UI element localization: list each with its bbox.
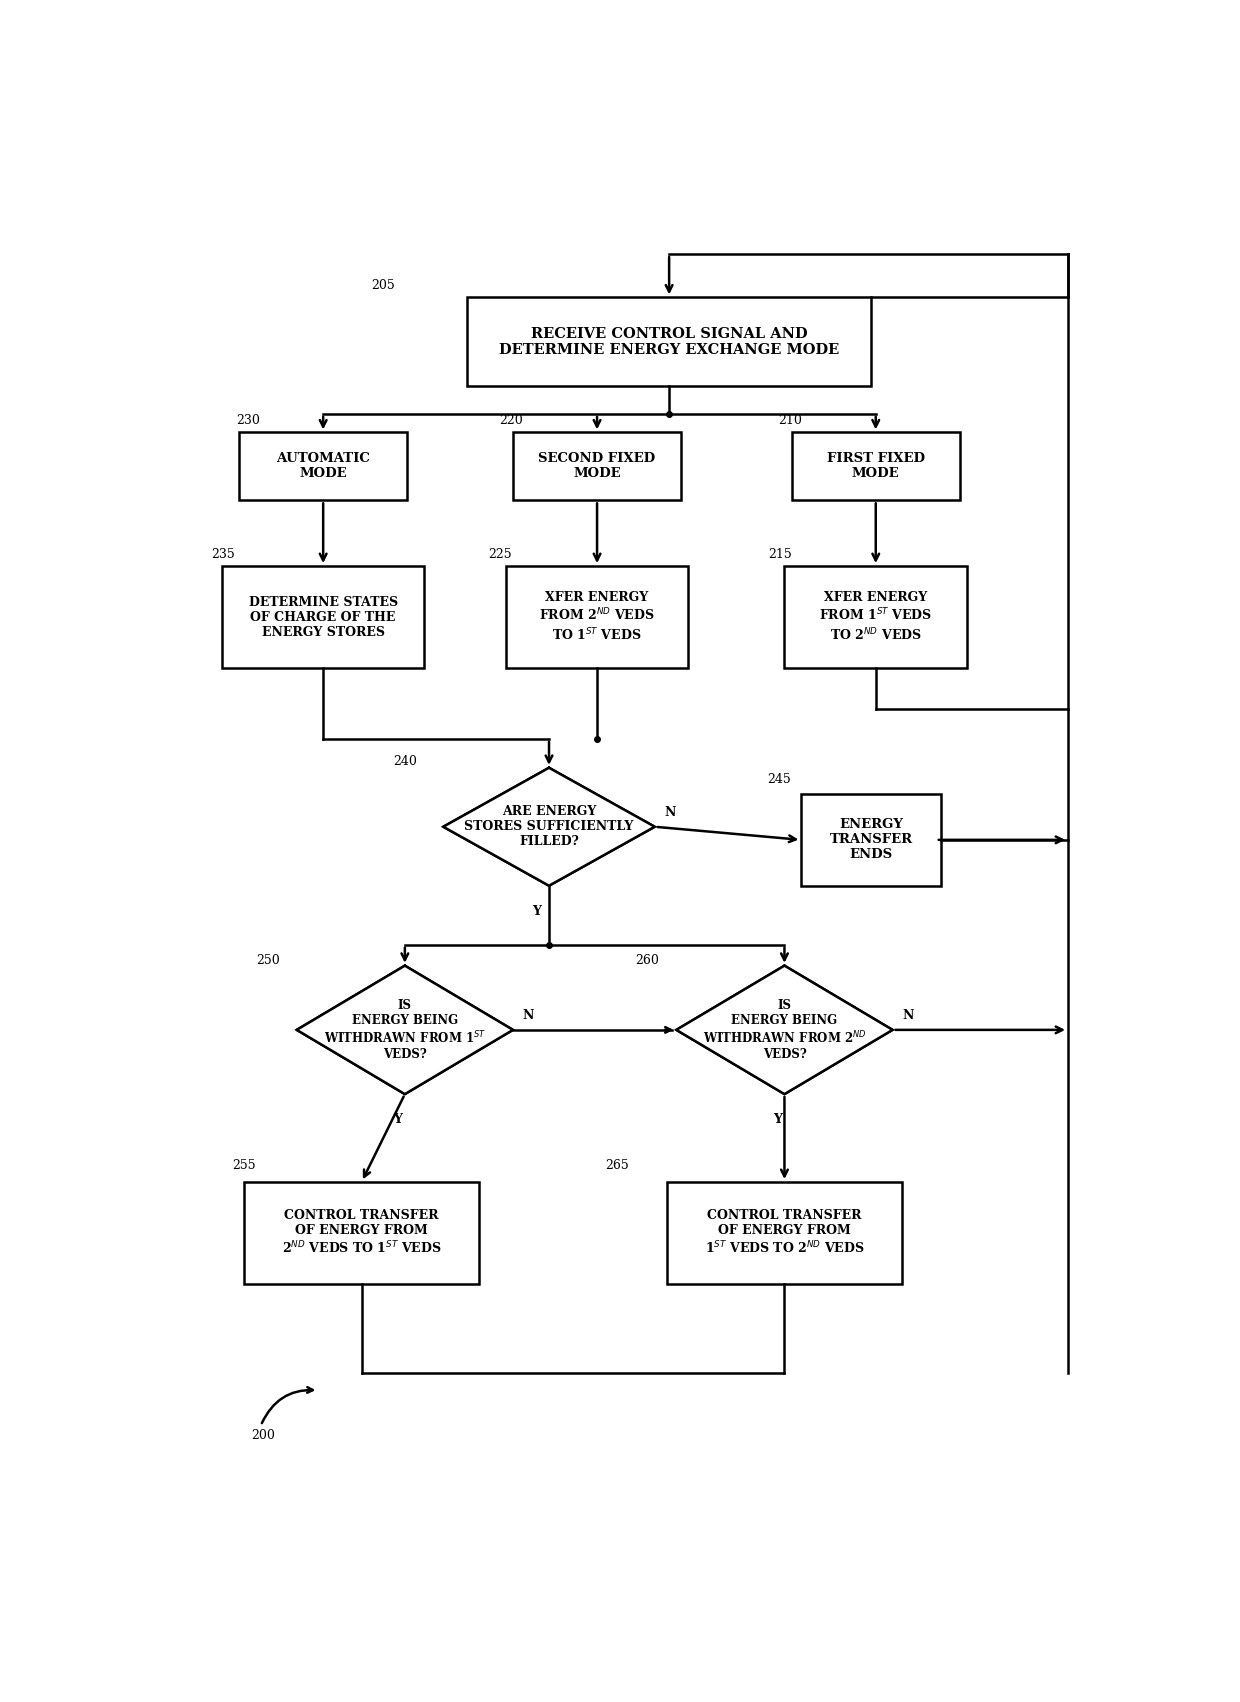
Text: N: N (903, 1009, 914, 1023)
Text: 210: 210 (777, 414, 801, 427)
Text: SECOND FIXED
MODE: SECOND FIXED MODE (538, 453, 656, 480)
Text: 235: 235 (211, 548, 234, 562)
Text: DETERMINE STATES
OF CHARGE OF THE
ENERGY STORES: DETERMINE STATES OF CHARGE OF THE ENERGY… (248, 596, 398, 638)
Text: 230: 230 (237, 414, 260, 427)
Text: N: N (665, 807, 676, 819)
Bar (244, 1181, 480, 1283)
Text: Y: Y (393, 1113, 402, 1127)
Text: 250: 250 (255, 955, 280, 967)
Bar (467, 298, 870, 386)
Text: 200: 200 (250, 1428, 275, 1442)
Bar (513, 432, 681, 500)
Text: CONTROL TRANSFER
OF ENERGY FROM
2$^{ND}$ VEDS TO 1$^{ST}$ VEDS: CONTROL TRANSFER OF ENERGY FROM 2$^{ND}$… (281, 1210, 441, 1256)
Text: 260: 260 (635, 955, 660, 967)
Text: 215: 215 (768, 548, 792, 562)
Text: AUTOMATIC
MODE: AUTOMATIC MODE (277, 453, 370, 480)
Text: IS
ENERGY BEING
WITHDRAWN FROM 2$^{ND}$
VEDS?: IS ENERGY BEING WITHDRAWN FROM 2$^{ND}$ … (703, 999, 867, 1060)
Text: RECEIVE CONTROL SIGNAL AND
DETERMINE ENERGY EXCHANGE MODE: RECEIVE CONTROL SIGNAL AND DETERMINE ENE… (498, 327, 839, 357)
Bar (506, 567, 688, 669)
Text: ARE ENERGY
STORES SUFFICIENTLY
FILLED?: ARE ENERGY STORES SUFFICIENTLY FILLED? (464, 805, 634, 848)
Text: 240: 240 (393, 756, 417, 768)
Text: XFER ENERGY
FROM 2$^{ND}$ VEDS
TO 1$^{ST}$ VEDS: XFER ENERGY FROM 2$^{ND}$ VEDS TO 1$^{ST… (539, 591, 655, 643)
Text: Y: Y (532, 904, 541, 917)
Bar (222, 567, 424, 669)
Text: 220: 220 (498, 414, 523, 427)
Text: 255: 255 (232, 1159, 255, 1171)
Bar (667, 1181, 903, 1283)
Polygon shape (444, 768, 655, 885)
Text: XFER ENERGY
FROM 1$^{ST}$ VEDS
TO 2$^{ND}$ VEDS: XFER ENERGY FROM 1$^{ST}$ VEDS TO 2$^{ND… (820, 591, 932, 643)
Text: IS
ENERGY BEING
WITHDRAWN FROM 1$^{ST}$
VEDS?: IS ENERGY BEING WITHDRAWN FROM 1$^{ST}$ … (324, 999, 486, 1060)
Text: Y: Y (773, 1113, 782, 1127)
Text: N: N (522, 1009, 534, 1023)
Bar (801, 793, 941, 885)
Text: 205: 205 (371, 279, 396, 293)
Text: 225: 225 (489, 548, 512, 562)
Text: ENERGY
TRANSFER
ENDS: ENERGY TRANSFER ENDS (830, 819, 913, 861)
Text: CONTROL TRANSFER
OF ENERGY FROM
1$^{ST}$ VEDS TO 2$^{ND}$ VEDS: CONTROL TRANSFER OF ENERGY FROM 1$^{ST}$… (704, 1210, 864, 1256)
Bar (791, 432, 960, 500)
Text: 265: 265 (605, 1159, 629, 1171)
Text: FIRST FIXED
MODE: FIRST FIXED MODE (827, 453, 925, 480)
Bar (239, 432, 407, 500)
Text: 245: 245 (768, 773, 791, 786)
Bar (785, 567, 967, 669)
Polygon shape (296, 965, 513, 1094)
Polygon shape (676, 965, 893, 1094)
